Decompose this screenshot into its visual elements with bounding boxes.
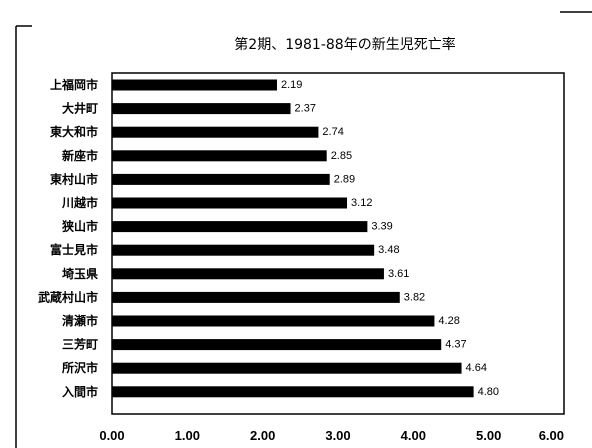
category-label: 川越市: [61, 195, 98, 210]
chart-title: 第2期、1981-88年の新生児死亡率: [234, 36, 455, 53]
x-tick-label: 3.00: [325, 428, 350, 443]
bar: [112, 150, 327, 162]
value-label: 2.19: [281, 79, 302, 91]
x-tick-labels: 0.00 1.00 2.00 3.00 4.00 5.00 6.00: [99, 428, 564, 443]
value-label: 3.61: [388, 268, 409, 280]
value-label: 2.85: [331, 150, 352, 162]
value-label: 4.37: [445, 339, 466, 351]
category-label: 東大和市: [50, 124, 98, 139]
bar: [112, 362, 462, 374]
bar: [112, 79, 277, 91]
value-labels: 2.19 2.37 2.74 2.85 2.89 3.12 3.39 3.48 3.61 3.82…: [281, 79, 499, 398]
bar: [112, 291, 400, 303]
bar-group: [112, 79, 474, 398]
x-tick-label: 1.00: [175, 428, 200, 443]
bar: [112, 103, 291, 115]
bar: [112, 268, 384, 280]
plot-frame: [111, 72, 565, 415]
value-label: 3.48: [378, 244, 399, 256]
bar: [112, 197, 348, 209]
category-label: 三芳町: [62, 337, 98, 352]
category-label: 東村山市: [50, 171, 98, 186]
bar: [112, 386, 474, 398]
x-tick-label: 2.00: [250, 428, 275, 443]
category-label: 清瀬市: [62, 313, 98, 328]
value-label: 4.64: [466, 362, 487, 374]
category-label: 埼玉県: [62, 266, 98, 281]
category-label: 富士見市: [50, 242, 98, 257]
category-label: 新座市: [62, 148, 98, 163]
value-label: 4.80: [478, 386, 499, 398]
bar: [112, 339, 442, 351]
value-label: 3.39: [371, 221, 392, 233]
x-tick-label: 5.00: [476, 428, 501, 443]
x-tick-label: 6.00: [539, 428, 564, 443]
bar: [112, 244, 375, 256]
value-label: 2.89: [334, 173, 355, 185]
category-label: 所沢市: [62, 360, 98, 375]
category-label: 狭山市: [61, 219, 98, 234]
value-label: 4.28: [438, 315, 459, 327]
category-label: 大井町: [62, 101, 98, 116]
bar: [112, 173, 330, 185]
category-labels: 上福岡市大井町東大和市新座市東村山市川越市狭山市富士見市埼玉県武蔵村山市清瀬市三…: [38, 77, 98, 399]
x-tick-label: 4.00: [401, 428, 426, 443]
bar: [112, 315, 435, 327]
value-label: 2.74: [322, 126, 343, 138]
value-label: 3.12: [351, 197, 372, 209]
category-label: 入間市: [62, 384, 98, 399]
bar: [112, 126, 319, 138]
value-label: 2.37: [295, 103, 316, 115]
value-label: 3.82: [404, 291, 425, 303]
x-tick-label: 0.00: [99, 428, 124, 443]
category-label: 武蔵村山市: [38, 289, 98, 304]
bar: [112, 221, 368, 233]
category-label: 上福岡市: [50, 77, 98, 92]
